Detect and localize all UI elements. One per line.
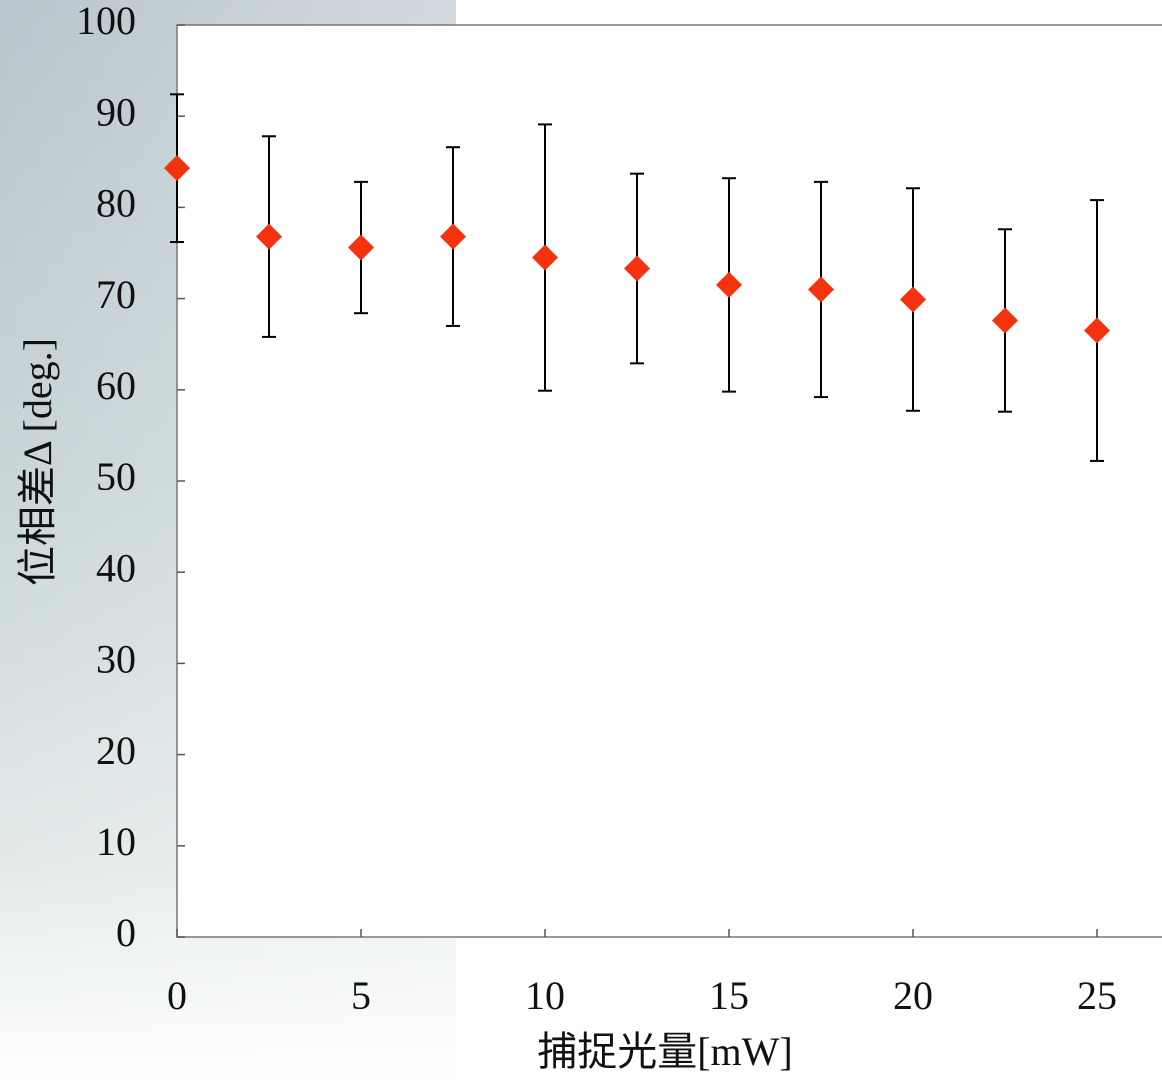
data-point bbox=[440, 223, 466, 250]
data-point bbox=[808, 276, 834, 303]
data-point bbox=[992, 307, 1018, 334]
y-tick-label: 50 bbox=[96, 454, 136, 499]
y-tick-label: 10 bbox=[96, 819, 136, 864]
data-point bbox=[164, 155, 190, 182]
x-axis-label: 捕捉光量[mW] bbox=[537, 1029, 793, 1074]
y-tick-label: 80 bbox=[96, 181, 136, 226]
x-tick-label: 0 bbox=[167, 973, 187, 1018]
x-tick-label: 25 bbox=[1077, 973, 1117, 1018]
data-point bbox=[716, 271, 742, 298]
plot-area bbox=[176, 24, 1162, 938]
y-tick-label: 60 bbox=[96, 363, 136, 408]
x-tick-label: 15 bbox=[709, 973, 749, 1018]
data-point bbox=[900, 286, 926, 313]
x-tick-label: 5 bbox=[351, 973, 371, 1018]
y-tick-label: 40 bbox=[96, 545, 136, 590]
x-tick-label: 20 bbox=[893, 973, 933, 1018]
y-tick-label: 100 bbox=[76, 0, 136, 43]
data-point bbox=[624, 255, 650, 282]
data-point bbox=[532, 244, 558, 271]
y-axis-label: 位相差Δ [deg.] bbox=[15, 338, 60, 586]
y-tick-label: 30 bbox=[96, 637, 136, 682]
y-tick-label: 0 bbox=[116, 910, 136, 955]
y-tick-label: 70 bbox=[96, 272, 136, 317]
data-point bbox=[1084, 317, 1110, 344]
x-tick-label: 10 bbox=[525, 973, 565, 1018]
y-tick-label: 20 bbox=[96, 728, 136, 773]
data-point bbox=[256, 223, 282, 250]
y-tick-label: 90 bbox=[96, 89, 136, 134]
data-point bbox=[348, 234, 374, 261]
